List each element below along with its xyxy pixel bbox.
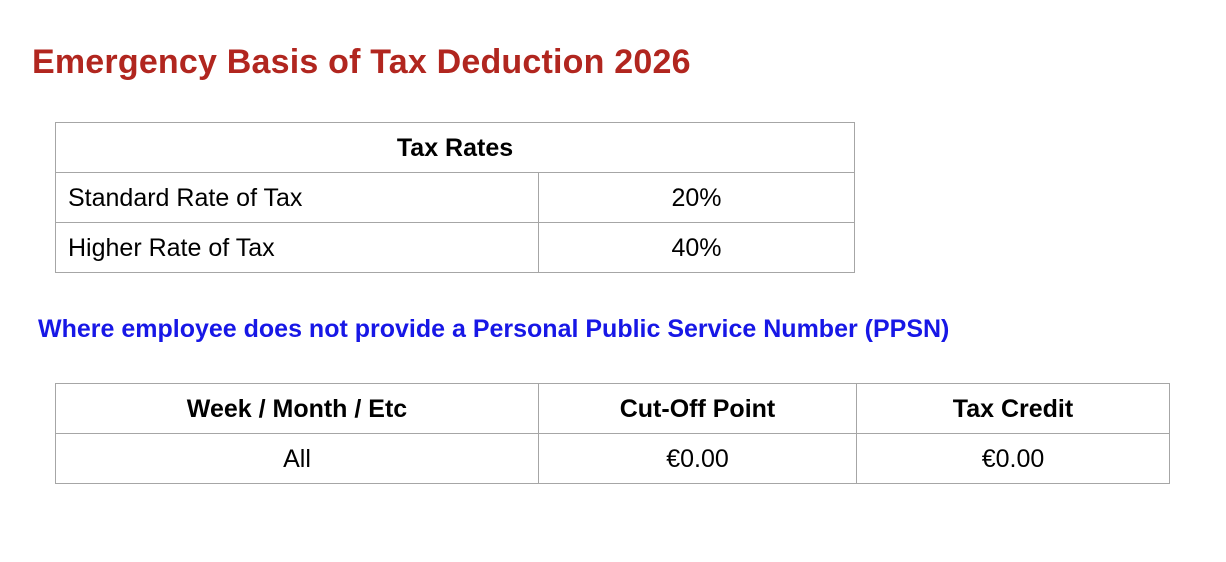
no-ppsn-heading: Where employee does not provide a Person… bbox=[38, 315, 950, 343]
table-row: Standard Rate of Tax 20% bbox=[55, 172, 856, 223]
emergency-basis-table: Week / Month / Etc Cut-Off Point Tax Cre… bbox=[55, 383, 1170, 484]
higher-rate-label: Higher Rate of Tax bbox=[55, 222, 539, 273]
cut-off-point-cell: €0.00 bbox=[538, 433, 857, 484]
standard-rate-value: 20% bbox=[537, 172, 856, 223]
higher-rate-value: 40% bbox=[537, 222, 856, 273]
tax-rates-table: Tax Rates Standard Rate of Tax 20% Highe… bbox=[54, 122, 856, 273]
tax-credit-cell: €0.00 bbox=[856, 433, 1170, 484]
emergency-header-row: Week / Month / Etc Cut-Off Point Tax Cre… bbox=[55, 383, 1170, 434]
column-header-period: Week / Month / Etc bbox=[55, 383, 539, 434]
column-header-cut-off-point: Cut-Off Point bbox=[538, 383, 857, 434]
standard-rate-label: Standard Rate of Tax bbox=[55, 172, 539, 223]
table-row: Higher Rate of Tax 40% bbox=[55, 222, 856, 273]
tax-rates-header: Tax Rates bbox=[54, 122, 856, 173]
tax-rates-header-row: Tax Rates bbox=[54, 122, 856, 173]
period-cell: All bbox=[55, 433, 539, 484]
page-title: Emergency Basis of Tax Deduction 2026 bbox=[32, 43, 691, 81]
column-header-tax-credit: Tax Credit bbox=[856, 383, 1170, 434]
table-row: All €0.00 €0.00 bbox=[55, 433, 1170, 484]
